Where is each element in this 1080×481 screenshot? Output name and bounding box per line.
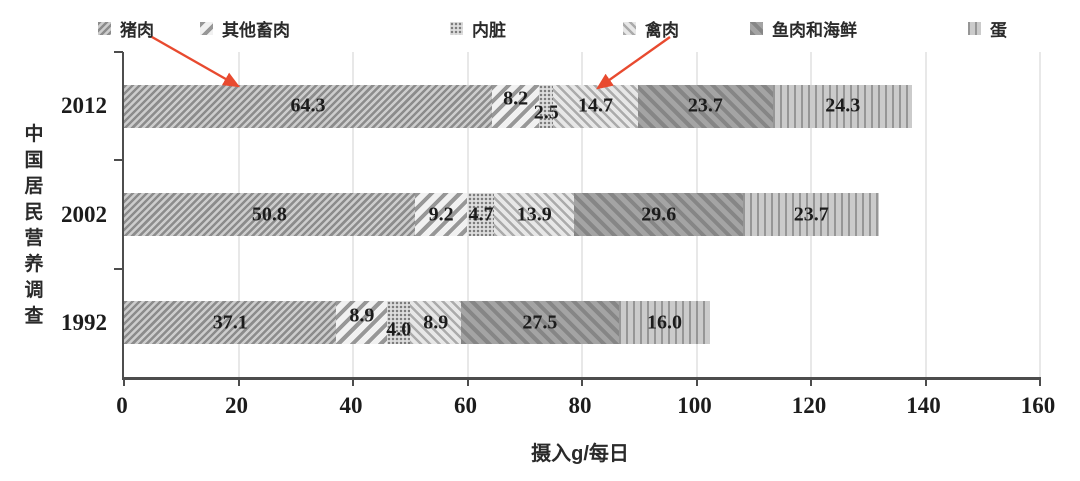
value-label: 37.1 — [212, 311, 248, 334]
segment-1992-禽肉 — [410, 301, 462, 345]
y-tick-mark — [114, 159, 123, 162]
value-label: 8.9 — [423, 311, 449, 334]
value-label: 2.5 — [533, 101, 559, 124]
legend-item-1: 猪肉 — [98, 16, 154, 41]
segment-1992-蛋 — [618, 301, 711, 345]
x-tick-label-100: 100 — [677, 393, 712, 418]
y-axis-title-char: 查 — [24, 306, 44, 327]
y-axis-title-char: 中 — [24, 124, 44, 145]
y-axis-title-char: 养 — [24, 254, 44, 275]
x-tick-mark — [581, 377, 583, 386]
segment-2012-内脏 — [539, 84, 554, 128]
segment-2012-禽肉 — [553, 84, 638, 128]
segment-1992-猪肉 — [124, 301, 337, 345]
segment-2012-蛋 — [773, 84, 913, 128]
vertical-pattern-swatch-icon — [968, 22, 981, 35]
x-axis-label: 摄入g/每日 — [531, 443, 629, 465]
dot-grid-pattern-swatch-icon — [450, 22, 463, 35]
x-tick-mark — [810, 377, 812, 386]
diag-wide-pattern-swatch-icon — [200, 22, 213, 35]
x-tick-mark — [924, 377, 927, 386]
segment-2012-猪肉 — [124, 84, 493, 128]
legend-item-2: 其他畜肉 — [200, 16, 290, 41]
y-axis-title-char: 民 — [24, 202, 44, 223]
diag-dark-pattern-swatch-icon — [750, 22, 763, 35]
value-label: 64.3 — [290, 94, 326, 117]
diag-light-pattern-swatch-icon — [623, 22, 636, 35]
segment-2002-内脏 — [467, 193, 495, 236]
bar-2002: 50.8 9.2 4.7 13.9 29.6 23.7 — [124, 193, 1040, 236]
value-label: 14.7 — [577, 94, 613, 117]
segment-2002-蛋 — [743, 193, 880, 236]
x-tick-label-80: 80 — [568, 393, 592, 418]
legend-item-4: 禽肉 — [623, 16, 679, 41]
category-label-1992: 1992 — [61, 309, 107, 335]
x-tick-mark — [466, 377, 469, 386]
segment-2012-鱼肉和海鲜 — [637, 84, 774, 128]
y-axis-title-char: 居 — [24, 176, 44, 197]
legend-item-3: 内脏 — [450, 16, 506, 41]
x-tick-label-160: 160 — [1020, 393, 1056, 418]
y-tick-mark — [114, 51, 123, 53]
x-tick-mark — [1039, 377, 1041, 386]
segment-1992-内脏 — [387, 301, 411, 345]
segment-2012-其他畜肉 — [492, 84, 540, 128]
x-tick-label-40: 40 — [339, 393, 363, 418]
segment-1992-其他畜肉 — [336, 301, 388, 345]
value-label: 23.7 — [793, 203, 829, 225]
value-label: 9.2 — [428, 203, 454, 225]
value-label: 4.7 — [468, 203, 494, 225]
x-tick-mark — [695, 377, 698, 386]
segment-2002-禽肉 — [494, 193, 574, 236]
value-label: 8.2 — [503, 87, 529, 110]
value-label: 13.9 — [516, 203, 552, 225]
legend-label: 鱼肉和海鲜 — [772, 21, 857, 40]
x-tick-label-120: 120 — [791, 393, 827, 418]
gridline — [1039, 52, 1041, 377]
y-axis-title-char: 调 — [24, 280, 44, 301]
legend-label: 内脏 — [472, 21, 506, 40]
x-tick-label-60: 60 — [454, 393, 477, 418]
legend-label: 蛋 — [990, 21, 1007, 40]
x-tick-label-20: 20 — [225, 393, 248, 418]
segment-2002-鱼肉和海鲜 — [573, 193, 744, 236]
legend-label: 禽肉 — [645, 21, 679, 40]
category-label-2002: 2002 — [61, 201, 107, 227]
y-tick-mark — [114, 267, 123, 270]
legend-item-5: 鱼肉和海鲜 — [750, 16, 857, 41]
value-label: 16.0 — [646, 311, 682, 334]
plot-area: 64.3 8.2 2.5 14.7 23.7 24.3 50.8 9.2 4.7 13.9 29.6… — [114, 51, 1041, 386]
segment-2002-猪肉 — [124, 193, 415, 236]
value-label: 8.9 — [349, 304, 375, 327]
y-axis-title: 中国居民营养调查 — [20, 122, 48, 330]
x-tick-mark — [123, 377, 125, 386]
legend-label: 其他畜肉 — [222, 21, 290, 40]
x-tick-mark — [352, 377, 354, 386]
segment-2002-其他畜肉 — [414, 193, 468, 236]
legend-label: 猪肉 — [120, 21, 154, 40]
y-axis-title-char: 国 — [24, 150, 44, 171]
x-tick-label-140: 140 — [906, 393, 941, 418]
diag-dense-pattern-swatch-icon — [98, 22, 111, 35]
value-label: 50.8 — [251, 203, 287, 225]
category-label-2012: 2012 — [61, 93, 107, 119]
value-label: 27.5 — [522, 311, 558, 334]
x-tick-label-0: 0 — [116, 393, 128, 418]
y-axis-title-char: 营 — [24, 228, 44, 249]
value-label: 24.3 — [825, 94, 861, 117]
segment-1992-鱼肉和海鲜 — [461, 301, 619, 345]
value-label: 23.7 — [687, 94, 723, 117]
bar-1992: 37.1 8.9 4.0 8.9 27.5 16.0 — [124, 301, 1040, 345]
value-label: 29.6 — [641, 203, 677, 225]
legend-item-6: 蛋 — [968, 16, 1007, 41]
bar-2012: 64.3 8.2 2.5 14.7 23.7 24.3 — [124, 84, 1040, 128]
gridline — [924, 52, 927, 377]
value-label: 4.0 — [386, 318, 412, 341]
x-tick-mark — [237, 377, 240, 386]
